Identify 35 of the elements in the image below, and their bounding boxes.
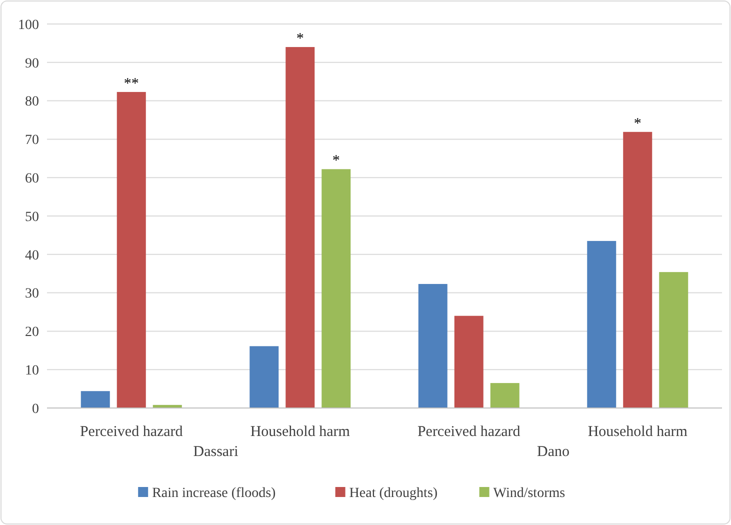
bar <box>659 272 688 408</box>
legend-label: Rain increase (floods) <box>152 486 276 501</box>
bar <box>623 132 652 408</box>
y-tick-label: 0 <box>32 402 39 417</box>
bar <box>250 346 279 408</box>
legend-label: Heat (droughts) <box>349 486 438 501</box>
bar <box>418 284 448 408</box>
bar <box>322 169 351 408</box>
y-tick-label: 50 <box>25 210 39 225</box>
y-tick-label: 90 <box>25 56 39 72</box>
x-tick-label: Perceived hazard <box>80 424 184 440</box>
y-tick-label: 80 <box>25 94 39 110</box>
y-tick-label: 10 <box>25 364 39 378</box>
bar <box>454 316 484 408</box>
x-tick-label: Household harm <box>250 424 350 440</box>
bar <box>116 92 146 408</box>
text: Dano <box>537 444 570 460</box>
annotation: * <box>634 116 642 132</box>
x-tick-label: Perceived hazard <box>417 424 521 440</box>
y-tick-label: 60 <box>25 172 39 186</box>
bar <box>80 391 110 408</box>
y-tick-label: 70 <box>25 133 39 148</box>
y-tick-label: 100 <box>18 18 39 33</box>
annotation: ** <box>124 76 139 92</box>
annotation: * <box>332 153 340 170</box>
annotation: * <box>296 31 304 48</box>
bar <box>490 383 520 408</box>
y-tick-label: 40 <box>25 248 39 264</box>
x-tick-label: Household harm <box>588 424 688 440</box>
text: Dassari <box>193 444 238 460</box>
bar <box>587 240 616 408</box>
y-tick-label: 30 <box>25 286 39 302</box>
bar <box>286 47 315 408</box>
legend-label: Wind/storms <box>493 486 566 501</box>
y-tick-label: 20 <box>25 325 39 340</box>
